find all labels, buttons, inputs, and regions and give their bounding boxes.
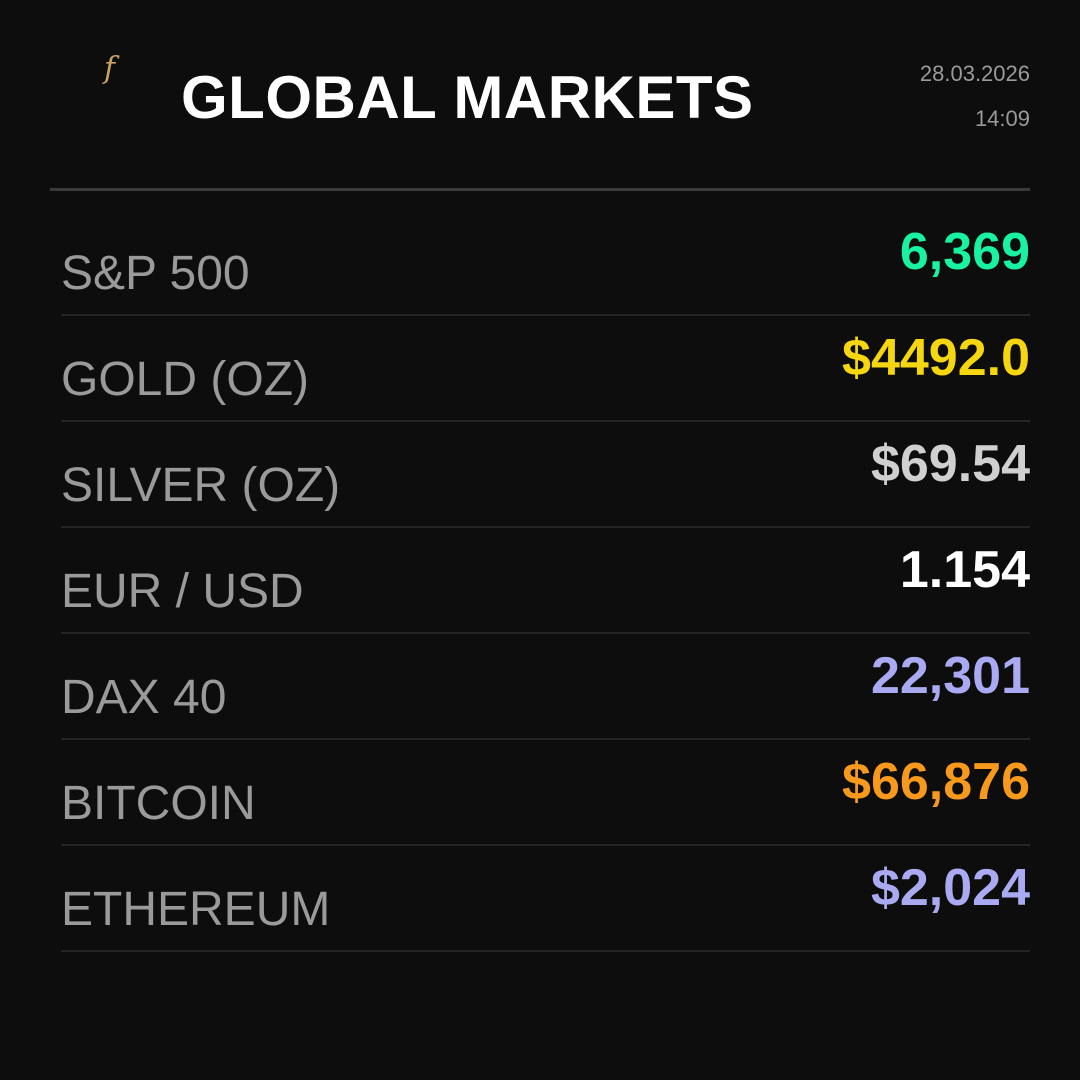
- market-value: $2,024: [870, 859, 1030, 917]
- market-row-dax40: DAX 40 22,301: [61, 634, 1030, 740]
- market-value: 22,301: [870, 647, 1030, 705]
- page-title: GLOBAL MARKETS: [181, 64, 754, 131]
- market-value: $4492.0: [842, 329, 1030, 387]
- brand-logo-icon: f: [104, 51, 116, 86]
- market-row-gold: GOLD (OZ) $4492.0: [61, 316, 1030, 422]
- market-label: DAX 40: [61, 671, 227, 724]
- market-row-bitcoin: BITCOIN $66,876: [61, 740, 1030, 846]
- market-value: 6,369: [899, 223, 1030, 281]
- market-row-sp500: S&P 500 6,369: [61, 210, 1030, 316]
- market-label: EUR / USD: [61, 565, 304, 618]
- market-label: S&P 500: [61, 247, 250, 300]
- market-row-silver: SILVER (OZ) $69.54: [61, 422, 1030, 528]
- market-row-eurusd: EUR / USD 1.154: [61, 528, 1030, 634]
- time-label: 14:09: [974, 106, 1030, 131]
- header-divider: [50, 188, 1030, 191]
- market-row-ethereum: ETHEREUM $2,024: [61, 846, 1030, 952]
- date-label: 28.03.2026: [919, 61, 1030, 86]
- market-label: GOLD (OZ): [61, 353, 309, 406]
- market-value: $66,876: [842, 753, 1030, 811]
- market-value: 1.154: [899, 541, 1030, 599]
- market-label: ETHEREUM: [61, 883, 331, 936]
- markets-list: S&P 500 6,369 GOLD (OZ) $4492.0 SILVER (…: [61, 210, 1030, 952]
- market-label: SILVER (OZ): [61, 459, 341, 512]
- market-value: $69.54: [870, 435, 1030, 493]
- market-label: BITCOIN: [61, 777, 256, 830]
